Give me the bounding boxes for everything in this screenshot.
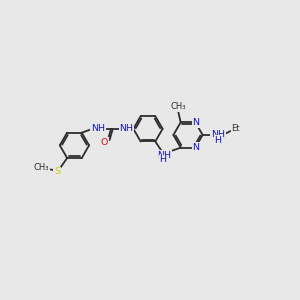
Text: N: N (193, 143, 200, 152)
Text: NH: NH (119, 124, 134, 133)
Text: S: S (54, 167, 60, 176)
Text: H: H (160, 155, 167, 164)
Text: O: O (100, 138, 108, 147)
Text: NH: NH (157, 151, 171, 160)
Text: N: N (193, 118, 200, 127)
Text: NH: NH (91, 124, 105, 133)
Text: NH: NH (211, 130, 225, 139)
Text: CH₃: CH₃ (34, 163, 50, 172)
Text: CH₃: CH₃ (171, 102, 186, 111)
Text: Et: Et (232, 124, 240, 133)
Text: H: H (214, 136, 221, 145)
